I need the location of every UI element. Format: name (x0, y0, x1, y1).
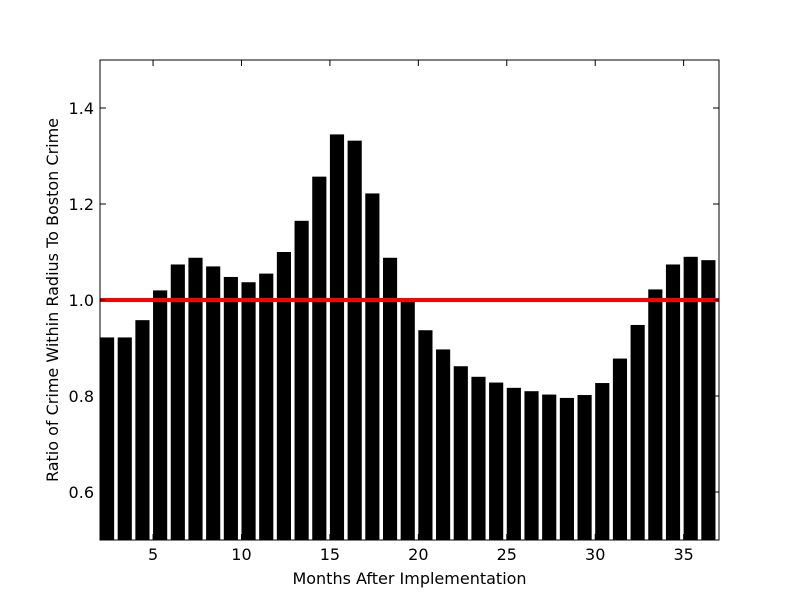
y-tick-label: 1.2 (69, 195, 94, 214)
bar (595, 383, 610, 540)
bar (630, 324, 645, 540)
y-tick-label: 0.8 (69, 387, 94, 406)
bar (188, 257, 203, 540)
bar (365, 193, 380, 540)
x-tick-label: 20 (408, 545, 428, 564)
bar (382, 257, 398, 540)
y-axis-label: Ratio of Crime Within Radius To Boston C… (43, 118, 62, 482)
bar (506, 387, 521, 540)
y-tick-label: 1.4 (69, 99, 94, 118)
bar (241, 282, 256, 540)
bar (542, 394, 557, 540)
bars-layer (100, 134, 716, 541)
bar (665, 264, 681, 540)
bar (135, 320, 150, 540)
bar (453, 366, 468, 540)
bar (117, 337, 132, 540)
bar (683, 256, 698, 540)
bar (489, 382, 504, 540)
bar (559, 397, 574, 540)
x-tick-label: 30 (585, 545, 605, 564)
bar (223, 276, 238, 540)
x-tick-label: 5 (148, 545, 158, 564)
bar (347, 140, 362, 540)
bar (329, 134, 345, 540)
x-tick-label: 15 (320, 545, 340, 564)
x-tick-label: 35 (673, 545, 693, 564)
y-tick-label: 0.6 (69, 483, 94, 502)
bar (312, 176, 327, 540)
x-tick-label: 25 (497, 545, 517, 564)
bar (524, 391, 539, 540)
y-tick-label: 1.0 (69, 291, 94, 310)
bar (471, 376, 486, 540)
bar (100, 337, 115, 540)
bar (206, 266, 221, 540)
bar (701, 260, 716, 540)
bar (259, 273, 274, 540)
bar (648, 289, 663, 540)
bar (294, 220, 309, 541)
bar (577, 395, 592, 540)
x-tick-label: 10 (231, 545, 251, 564)
bar (418, 330, 433, 540)
bar (153, 290, 168, 540)
bar (400, 299, 415, 540)
bar (436, 349, 451, 540)
bar (276, 252, 292, 540)
bar (612, 358, 628, 540)
ticks-layer: 5 10 15 20 25 30 35 0.6 0.8 1.0 1.2 1.4 (69, 60, 719, 564)
bar (170, 264, 185, 540)
x-axis-label: Months After Implementation (292, 569, 526, 588)
